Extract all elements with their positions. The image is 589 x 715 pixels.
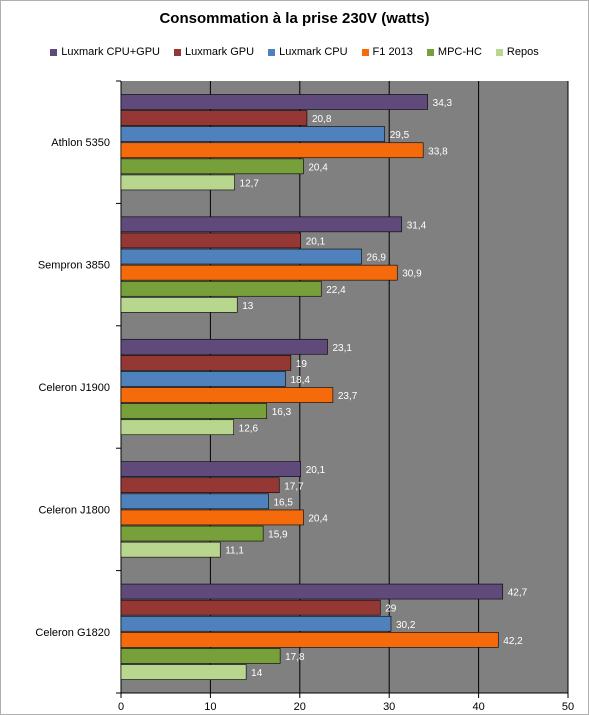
x-tick-label: 40 bbox=[472, 701, 484, 713]
data-label: 29 bbox=[385, 604, 397, 615]
bar-repos-celeron-g1820 bbox=[120, 664, 247, 680]
bar-f1-2013-celeron-j1800 bbox=[120, 509, 304, 526]
legend-item-f1-2013: F1 2013 bbox=[361, 46, 413, 58]
data-label: 34,3 bbox=[433, 98, 453, 109]
x-tick-label: 10 bbox=[204, 701, 216, 713]
legend-item-mpc-hc: MPC-HC bbox=[426, 46, 482, 58]
category-label-celeron-j1900: Celeron J1900 bbox=[38, 382, 110, 394]
x-tick-label: 20 bbox=[294, 701, 306, 713]
legend-item-repos: Repos bbox=[495, 46, 539, 58]
data-label: 20,8 bbox=[312, 114, 332, 125]
category-label-celeron-g1820: Celeron G1820 bbox=[35, 627, 110, 639]
data-label: 31,4 bbox=[407, 220, 427, 231]
bar-luxmark-cpu-sempron-3850 bbox=[120, 248, 362, 265]
bar-mpc-hc-celeron-j1900 bbox=[120, 403, 268, 419]
chart-title: Consommation à la prise 230V (watts) bbox=[159, 10, 430, 27]
bar-repos-celeron-j1800 bbox=[120, 541, 221, 558]
legend-label: Luxmark CPU+GPU bbox=[61, 46, 160, 58]
bar-mpc-hc-celeron-j1800 bbox=[120, 525, 264, 542]
data-label: 11,1 bbox=[225, 546, 244, 557]
data-label: 20,4 bbox=[308, 513, 328, 524]
legend: Luxmark CPU+GPU Luxmark GPU Luxmark CPU F1 … bbox=[0, 46, 589, 58]
legend-label: F1 2013 bbox=[372, 46, 413, 58]
legend-label: Luxmark CPU bbox=[279, 46, 348, 58]
legend-label: MPC-HC bbox=[437, 46, 482, 58]
data-label: 23,1 bbox=[333, 343, 353, 354]
data-label: 17,8 bbox=[285, 652, 305, 663]
legend-swatch bbox=[426, 48, 434, 56]
legend-swatch bbox=[495, 48, 503, 56]
data-label: 20,1 bbox=[306, 465, 326, 476]
data-label: 20,4 bbox=[308, 162, 328, 173]
bar-luxmark-cpu-celeron-j1900 bbox=[120, 371, 286, 387]
data-label: 14 bbox=[251, 668, 263, 679]
legend-swatch bbox=[174, 48, 181, 56]
bar-luxmark-cpu-celeron-g1820 bbox=[120, 615, 392, 632]
data-label: 16,5 bbox=[274, 497, 294, 508]
data-label: 33,8 bbox=[428, 146, 448, 157]
bar-luxmark-gpu-athlon-5350 bbox=[120, 110, 308, 126]
bar-luxmark-cpu-gpu-celeron-j1900 bbox=[120, 338, 328, 355]
data-label: 29,5 bbox=[390, 130, 410, 141]
bar-f1-2013-sempron-3850 bbox=[120, 264, 398, 281]
data-label: 26,9 bbox=[366, 253, 386, 264]
bar-mpc-hc-sempron-3850 bbox=[120, 280, 322, 297]
bar-mpc-hc-athlon-5350 bbox=[120, 158, 304, 175]
bar-f1-2013-athlon-5350 bbox=[120, 142, 424, 159]
bar-luxmark-gpu-celeron-g1820 bbox=[120, 599, 381, 616]
data-label: 30,9 bbox=[402, 269, 422, 280]
data-label: 18,4 bbox=[290, 375, 310, 386]
category-label-sempron-3850: Sempron 3850 bbox=[38, 260, 110, 272]
bar-luxmark-cpu-athlon-5350 bbox=[120, 126, 386, 142]
legend-swatch bbox=[361, 48, 369, 56]
legend-swatch bbox=[268, 48, 276, 56]
legend-label: Luxmark GPU bbox=[185, 46, 255, 58]
bar-f1-2013-celeron-g1820 bbox=[120, 632, 499, 648]
data-label: 30,2 bbox=[396, 620, 416, 631]
data-label: 17,7 bbox=[284, 481, 304, 492]
legend-swatch bbox=[50, 48, 58, 56]
bar-luxmark-cpu-gpu-sempron-3850 bbox=[120, 216, 403, 233]
legend-item-luxmark-gpu: Luxmark GPU bbox=[174, 46, 254, 58]
data-label: 13 bbox=[242, 301, 254, 312]
category-label-athlon-5350: Athlon 5350 bbox=[51, 137, 110, 149]
bar-luxmark-cpu-gpu-athlon-5350 bbox=[120, 94, 428, 110]
data-label: 42,7 bbox=[508, 588, 528, 599]
data-label: 12,7 bbox=[240, 178, 260, 189]
bar-luxmark-gpu-celeron-j1900 bbox=[120, 355, 292, 371]
data-label: 22,4 bbox=[326, 285, 346, 296]
legend-item-luxmark-cpu: Luxmark CPU bbox=[268, 46, 348, 58]
data-label: 19 bbox=[296, 359, 308, 370]
legend-label: Repos bbox=[506, 46, 539, 58]
data-label: 23,7 bbox=[338, 391, 358, 402]
data-label: 12,6 bbox=[239, 423, 259, 434]
legend-item-luxmark-cpu-gpu: Luxmark CPU+GPU bbox=[50, 46, 160, 58]
x-tick-label: 30 bbox=[383, 701, 395, 713]
data-label: 42,2 bbox=[503, 636, 523, 647]
data-label: 20,1 bbox=[306, 236, 326, 247]
bar-repos-celeron-j1900 bbox=[120, 419, 234, 436]
bar-mpc-hc-celeron-g1820 bbox=[120, 648, 281, 664]
x-tick-label: 50 bbox=[562, 701, 574, 713]
data-label: 15,9 bbox=[268, 530, 288, 541]
bar-luxmark-cpu-celeron-j1800 bbox=[120, 493, 269, 510]
bar-repos-athlon-5350 bbox=[120, 174, 235, 191]
x-tick-label: 0 bbox=[118, 701, 124, 713]
bar-luxmark-gpu-sempron-3850 bbox=[120, 232, 301, 249]
bar-luxmark-gpu-celeron-j1800 bbox=[120, 477, 280, 494]
bar-luxmark-cpu-gpu-celeron-g1820 bbox=[120, 583, 504, 600]
bar-repos-sempron-3850 bbox=[120, 297, 238, 313]
bar-f1-2013-celeron-j1900 bbox=[120, 387, 334, 403]
bar-luxmark-cpu-gpu-celeron-j1800 bbox=[120, 461, 301, 477]
data-label: 16,3 bbox=[272, 407, 292, 418]
category-label-celeron-j1800: Celeron J1800 bbox=[38, 504, 110, 516]
